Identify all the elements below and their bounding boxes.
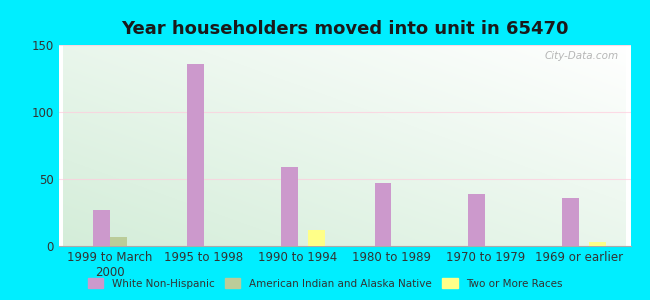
Bar (468, 194, 485, 246)
Bar (374, 183, 391, 246)
Bar (110, 237, 127, 246)
Bar (589, 242, 606, 246)
Bar (307, 230, 324, 246)
Title: Year householders moved into unit in 65470: Year householders moved into unit in 654… (121, 20, 568, 38)
Legend: White Non-Hispanic, American Indian and Alaska Native, Two or More Races: White Non-Hispanic, American Indian and … (84, 275, 566, 292)
Bar (187, 64, 204, 246)
Text: City-Data.com: City-Data.com (545, 51, 619, 61)
Bar (562, 198, 579, 246)
Bar (93, 210, 110, 246)
Bar (281, 167, 298, 246)
